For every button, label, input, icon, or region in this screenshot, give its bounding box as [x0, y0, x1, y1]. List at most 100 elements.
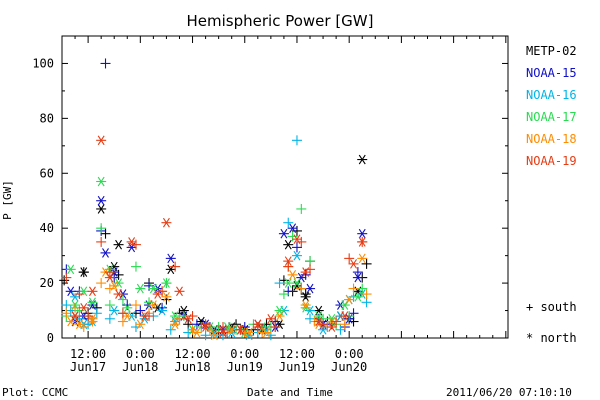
north-point — [161, 217, 172, 228]
south-point — [348, 283, 359, 294]
north-point — [161, 292, 172, 302]
south-point — [344, 253, 355, 264]
north-point — [300, 267, 311, 277]
south-point — [178, 311, 189, 322]
north-point — [78, 267, 89, 277]
north-point — [357, 237, 368, 247]
north-point — [96, 195, 107, 206]
north-point — [161, 278, 172, 288]
south-point — [361, 258, 372, 269]
north-point — [74, 319, 85, 330]
north-point — [100, 248, 111, 258]
south-point — [157, 286, 168, 297]
south-point — [204, 324, 215, 335]
south-point — [183, 327, 194, 338]
north-point — [165, 253, 176, 264]
south-point — [200, 330, 211, 341]
x-tick-date-label: Jun18 — [174, 360, 210, 374]
south-point — [283, 261, 294, 272]
north-point — [191, 327, 202, 338]
north-point — [291, 234, 302, 244]
north-point — [305, 283, 316, 294]
south-point — [187, 324, 198, 335]
footer-credit: Plot: CCMC — [2, 386, 68, 399]
south-point — [78, 322, 89, 333]
north-point — [109, 305, 120, 316]
south-point — [339, 319, 350, 330]
north-point — [65, 286, 76, 297]
y-tick-label: 40 — [40, 221, 54, 235]
north-point — [96, 135, 107, 146]
north-point — [200, 322, 211, 332]
north-point — [109, 281, 120, 291]
south-point — [74, 305, 85, 316]
south-point — [174, 313, 185, 324]
north-point — [287, 223, 298, 233]
south-point — [104, 300, 115, 311]
south-point — [100, 228, 111, 239]
south-point — [187, 311, 198, 322]
y-tick-label: 100 — [32, 56, 54, 70]
south-point — [117, 308, 128, 319]
south-point — [283, 217, 294, 228]
north-point — [261, 327, 272, 338]
plot-frame — [61, 35, 509, 339]
north-point — [300, 300, 311, 310]
south-point — [217, 322, 228, 333]
x-tick-date-label: Jun17 — [70, 360, 106, 374]
x-tick-date-label: Jun19 — [279, 360, 315, 374]
legend-entry: METP-02 — [526, 44, 577, 58]
x-tick-label: 12:00 — [174, 347, 210, 361]
south-point — [65, 305, 76, 316]
x-tick-label: 0:00 — [335, 347, 364, 361]
legend: METP-02 NOAA-15 NOAA-16 NOAA-17 NOAA-18 NOAA-… — [526, 44, 577, 345]
footer-timestamp: 2011/06/20 07:10:10 — [446, 386, 572, 399]
south-point — [170, 261, 181, 272]
north-point — [352, 292, 363, 302]
south-point — [104, 313, 115, 324]
north-point — [244, 327, 255, 338]
north-point — [209, 330, 220, 341]
north-point — [339, 300, 350, 310]
north-point — [283, 239, 294, 250]
south-point — [113, 269, 124, 280]
south-point — [296, 203, 307, 214]
north-point — [113, 289, 124, 299]
north-point — [70, 311, 81, 321]
south-point — [335, 324, 346, 335]
x-axis-label: Date and Time — [247, 386, 333, 399]
legend-entry: NOAA-17 — [526, 110, 577, 124]
north-point — [152, 289, 163, 299]
north-point — [122, 302, 133, 313]
south-point — [283, 286, 294, 297]
north-point — [357, 154, 368, 165]
south-point — [331, 316, 342, 327]
south-point — [61, 272, 72, 283]
north-point — [174, 286, 185, 297]
x-tick-label: 12:00 — [279, 347, 315, 361]
plot-border — [61, 35, 509, 339]
south-point — [291, 135, 302, 146]
north-point — [96, 204, 107, 214]
south-point — [261, 319, 272, 330]
south-point — [104, 283, 115, 294]
south-point — [296, 283, 307, 294]
x-tick-label: 0:00 — [126, 347, 155, 361]
north-point — [217, 327, 228, 338]
south-point — [104, 267, 115, 278]
north-point — [352, 272, 363, 283]
north-point — [357, 253, 368, 264]
south-point — [287, 231, 298, 242]
south-point — [165, 324, 176, 335]
north-point — [104, 272, 115, 283]
north-point — [252, 319, 263, 330]
south-point — [59, 275, 70, 286]
x-tick-date-label: Jun20 — [331, 360, 367, 374]
north-point — [87, 297, 98, 308]
north-point — [87, 286, 98, 297]
legend-entry: NOAA-18 — [526, 132, 577, 146]
south-point — [278, 275, 289, 286]
y-tick-label: 0 — [47, 331, 54, 345]
legend-entry: NOAA-15 — [526, 66, 577, 80]
south-point — [130, 300, 141, 311]
